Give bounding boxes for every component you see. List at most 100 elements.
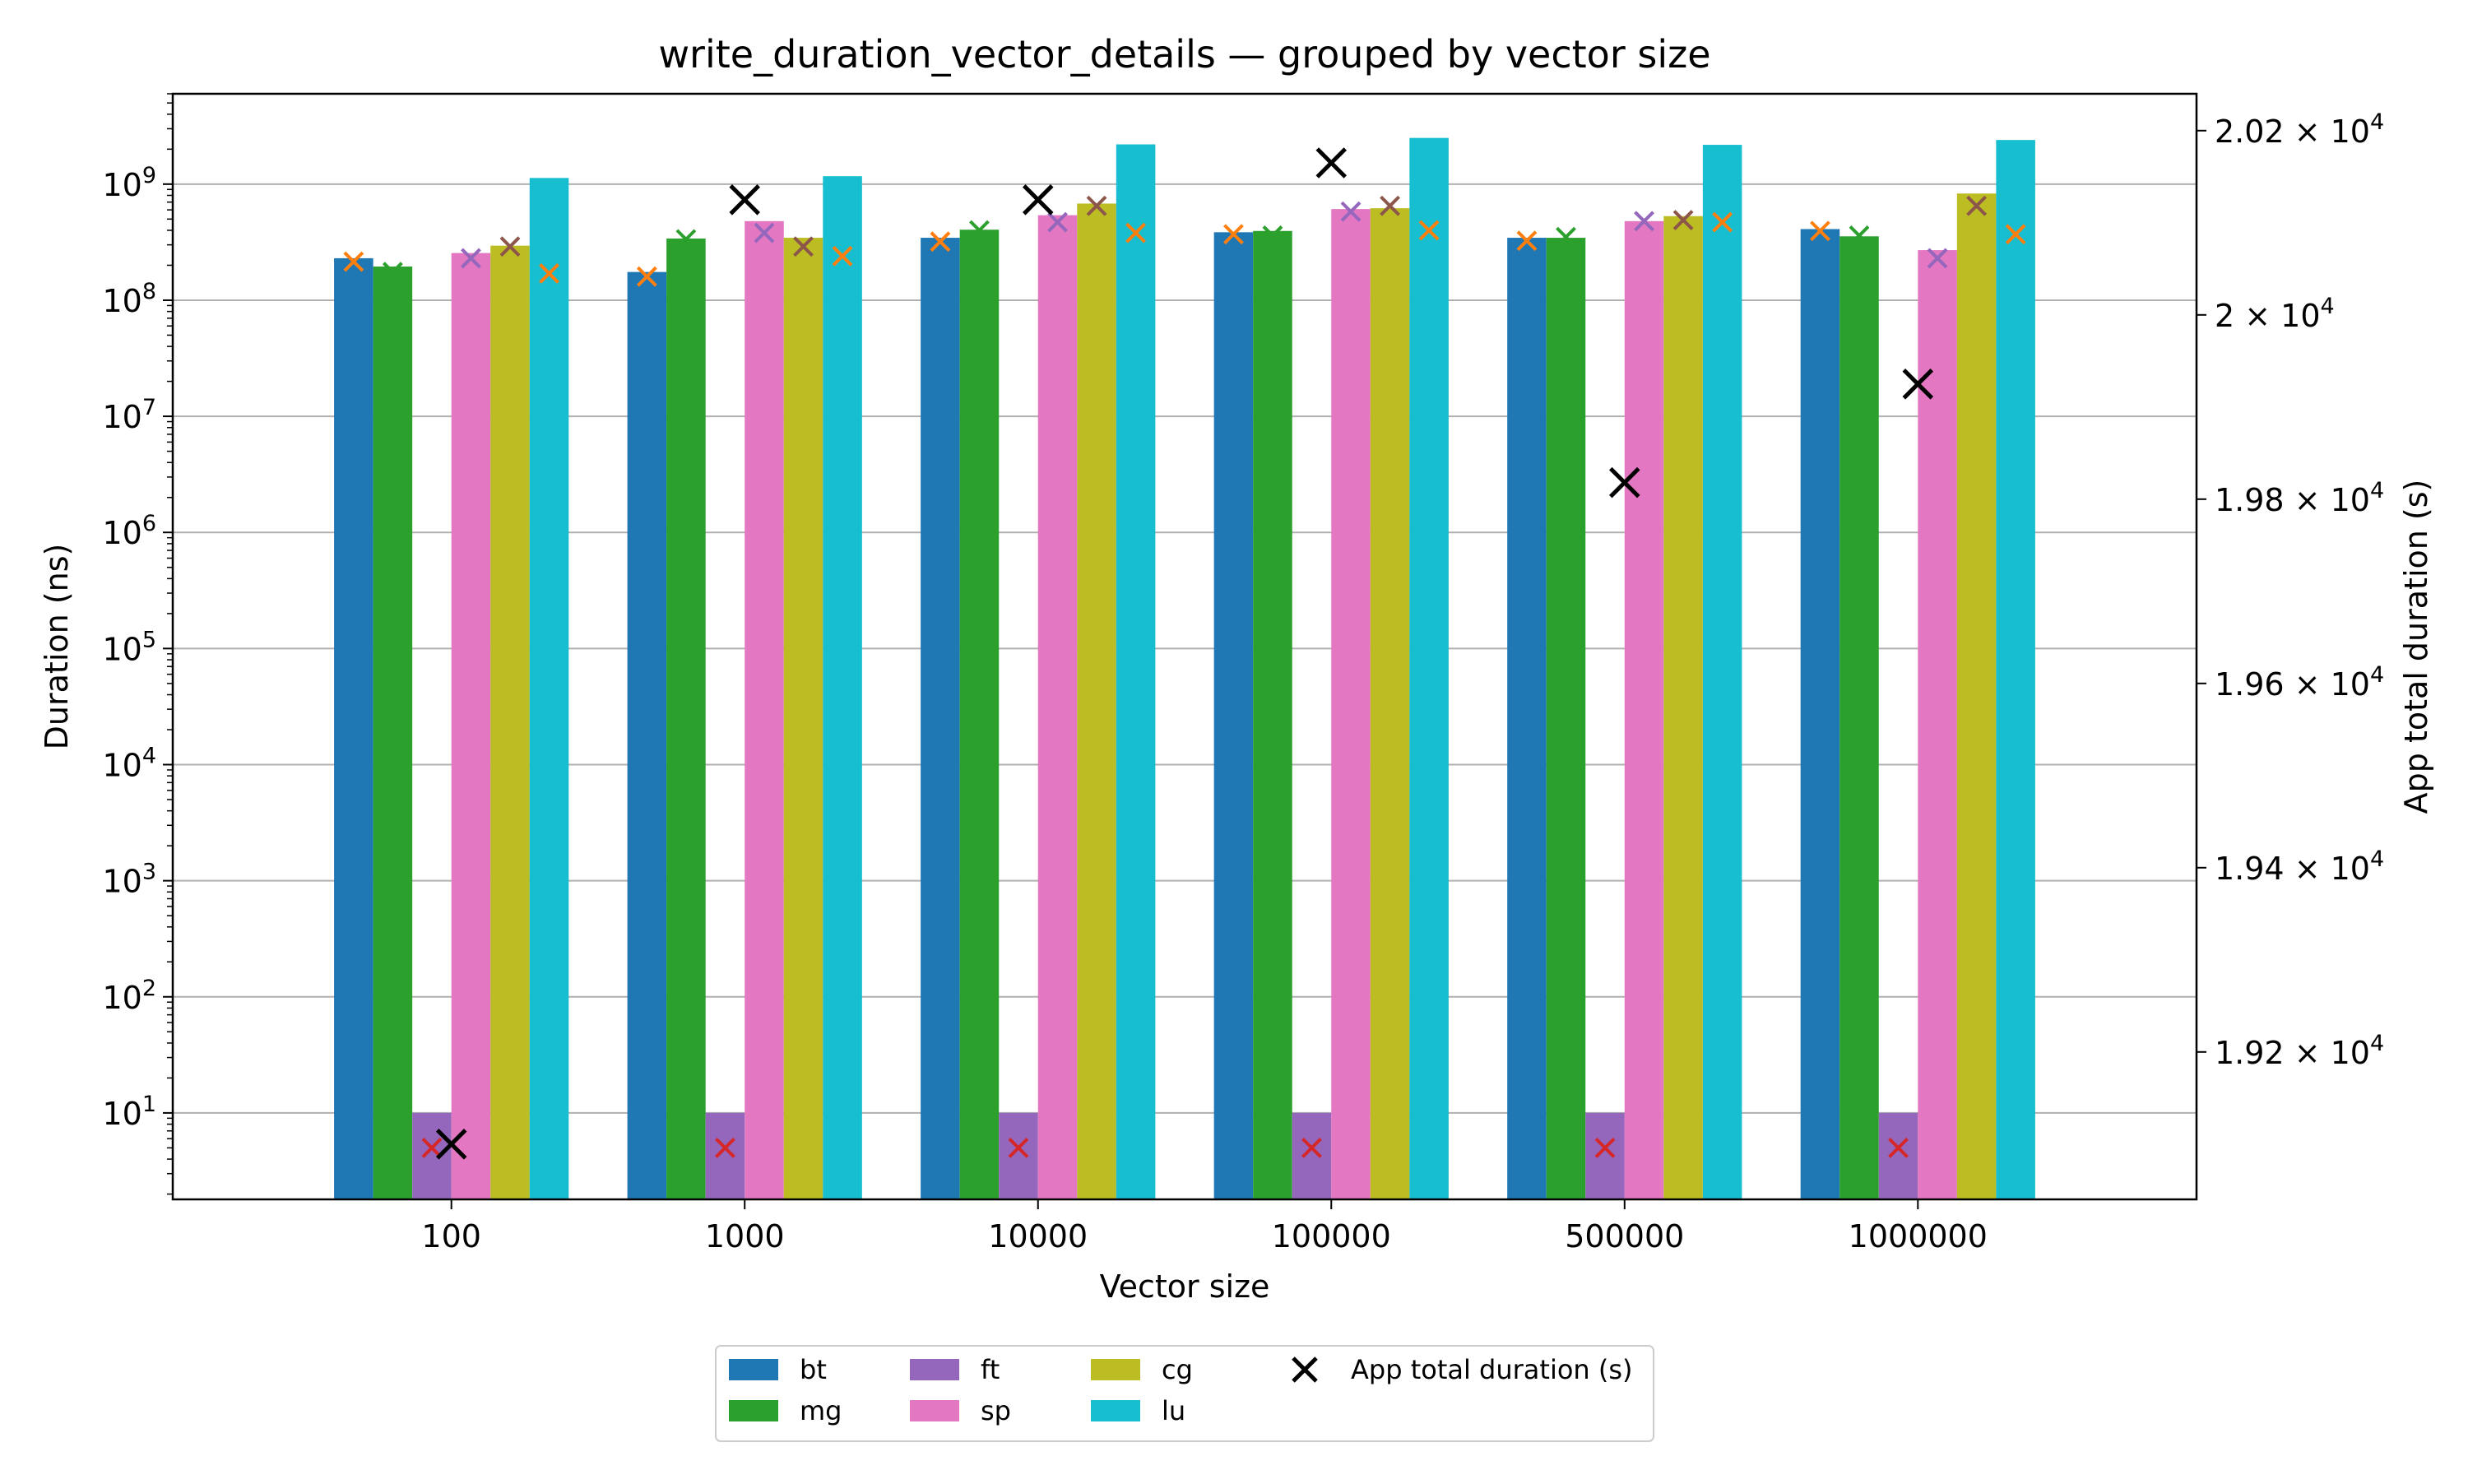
x-marker-stroke <box>1966 195 1988 216</box>
bar-ft <box>999 1112 1038 1199</box>
x-marker-stroke <box>1672 210 1694 230</box>
plot-frame <box>171 92 2198 1201</box>
legend-swatch-bt <box>729 1359 778 1380</box>
app-total-marker <box>1902 369 1934 400</box>
bar-ft <box>412 1112 452 1199</box>
x-tick-label: 500000 <box>1565 1218 1684 1254</box>
y-tick-mantissa: 10 <box>102 980 141 1016</box>
y-tick-mantissa: 10 <box>102 399 141 435</box>
x-marker-stroke <box>1556 226 1576 248</box>
bar-cg <box>1370 208 1410 1199</box>
y2-tick-exponent: 4 <box>2370 109 2384 135</box>
bar-mg <box>1839 236 1879 1200</box>
y2-tick-mantissa: 2.02 × 10 <box>2215 114 2370 150</box>
y-tick-label: 105 <box>102 627 156 667</box>
x-marker-sp <box>461 248 481 269</box>
y-tick-label: 101 <box>102 1092 156 1132</box>
y-tick-mantissa: 10 <box>102 747 141 783</box>
bar-sp <box>745 220 784 1200</box>
app-total-marker-stroke <box>1315 147 1348 179</box>
legend-label: ft <box>981 1354 1000 1385</box>
x-marker-stroke <box>421 1137 443 1158</box>
y-tick-mantissa: 10 <box>102 515 141 551</box>
y2-axis-label: App total duration (s) <box>2398 480 2434 814</box>
x-marker-stroke <box>343 251 364 272</box>
x-marker-ft <box>421 1137 443 1158</box>
x-marker-cg <box>499 236 521 257</box>
legend-marker-stroke <box>1292 1356 1318 1383</box>
x-marker-stroke <box>969 220 990 241</box>
y-tick-exponent: 5 <box>142 627 156 652</box>
bar-bt <box>921 238 960 1200</box>
bar-cg <box>490 245 530 1200</box>
x-marker-stroke <box>1927 248 1948 269</box>
x-marker-lu <box>832 245 853 267</box>
y2-tick-label: 1.96 × 104 <box>2215 662 2384 703</box>
y-tick-exponent: 9 <box>142 163 156 188</box>
legend-marker-app-total <box>1292 1356 1318 1383</box>
app-total-marker-stroke <box>1902 369 1934 400</box>
bar-sp <box>1918 250 1957 1199</box>
x-marker-ft <box>1008 1137 1029 1158</box>
x-marker-ft <box>1594 1137 1616 1158</box>
x-marker-stroke <box>1086 195 1107 216</box>
x-marker-stroke <box>1888 1137 1909 1158</box>
x-marker-bt <box>343 251 364 272</box>
bar-lu <box>823 176 862 1200</box>
y-tick-label: 103 <box>102 860 156 900</box>
x-marker-sp <box>754 222 775 243</box>
y-tick-mantissa: 10 <box>102 631 141 667</box>
x-marker-stroke <box>1849 225 1870 246</box>
bar-mg <box>959 230 1000 1199</box>
y2-tick-label: 2 × 104 <box>2215 294 2335 334</box>
bar-ft <box>705 1112 745 1199</box>
x-marker-bt <box>930 231 951 253</box>
x-marker-stroke <box>1712 211 1733 233</box>
x-marker-stroke <box>793 236 814 257</box>
x-marker-lu <box>2005 224 2026 245</box>
bar-cg <box>1956 193 1997 1199</box>
x-marker-sp <box>1340 201 1362 222</box>
x-tick-label: 100 <box>421 1218 481 1254</box>
bar-bt <box>334 257 373 1199</box>
bar-ft <box>1585 1112 1625 1199</box>
x-marker-bt <box>1223 224 1244 245</box>
app-total-marker <box>1022 184 1054 216</box>
x-marker-stroke <box>1516 230 1538 252</box>
legend-label: mg <box>800 1395 842 1426</box>
x-marker-lu <box>1418 220 1440 241</box>
bar-cg <box>783 238 823 1200</box>
bar-bt <box>1213 232 1254 1199</box>
app-total-marker <box>1609 466 1640 499</box>
x-marker-stroke <box>1810 220 1830 242</box>
legend-swatch-cg <box>1091 1359 1140 1380</box>
x-tick-label: 10000 <box>988 1218 1088 1254</box>
y-tick-exponent: 7 <box>142 395 156 420</box>
bar-mg <box>373 267 413 1199</box>
x-tick-label: 100000 <box>1272 1218 1391 1254</box>
y-tick-exponent: 6 <box>142 511 156 536</box>
x-marker-stroke <box>1262 225 1283 246</box>
bar-mg <box>1546 238 1586 1200</box>
bar-ft <box>1878 1112 1918 1199</box>
legend-swatch-sp <box>910 1400 959 1421</box>
x-marker-ft <box>715 1137 735 1158</box>
bar-lu <box>1116 144 1156 1199</box>
y-tick-exponent: 1 <box>142 1092 156 1117</box>
x-marker-cg <box>793 236 814 257</box>
x-axis: 100 1000 10000 100000 500000 1000000 <box>421 1199 1988 1254</box>
bar-mg <box>1253 230 1292 1200</box>
x-marker-cg <box>1672 210 1694 230</box>
y-tick-label: 108 <box>102 279 156 319</box>
x-marker-cg <box>1086 195 1107 216</box>
x-marker-stroke <box>1008 1137 1029 1158</box>
x-marker-lu <box>1712 211 1733 233</box>
bar-cg <box>1077 203 1116 1199</box>
x-marker-sp <box>1927 248 1948 269</box>
x-marker-stroke <box>1301 1137 1322 1158</box>
y-tick-label: 102 <box>102 976 156 1016</box>
app-total-marker-stroke <box>1609 466 1640 499</box>
x-marker-stroke <box>636 266 657 287</box>
y2-tick-exponent: 4 <box>2370 1031 2384 1056</box>
